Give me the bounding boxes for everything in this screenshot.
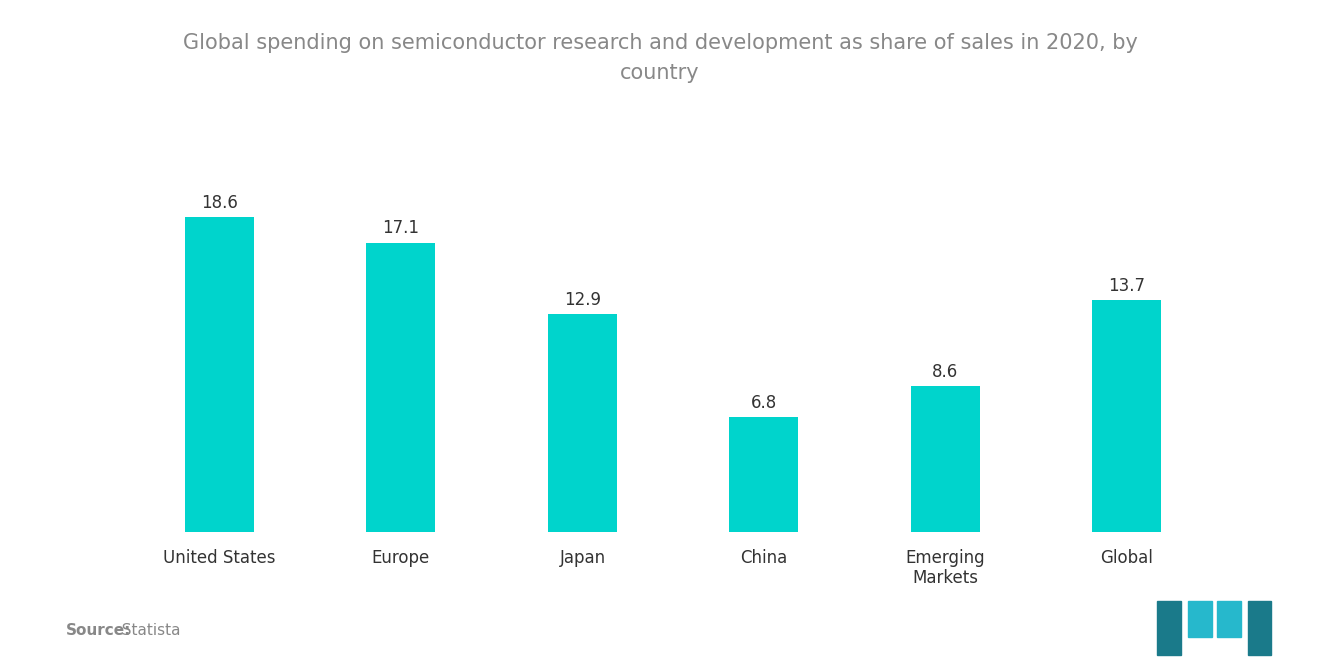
Text: 6.8: 6.8 (751, 394, 777, 412)
Bar (367, 243, 436, 532)
Text: 13.7: 13.7 (1109, 277, 1146, 295)
Text: 12.9: 12.9 (564, 291, 601, 309)
Polygon shape (1188, 601, 1212, 637)
Bar (185, 217, 253, 532)
Polygon shape (1158, 601, 1181, 656)
Text: 17.1: 17.1 (383, 219, 420, 237)
Text: 8.6: 8.6 (932, 363, 958, 381)
Bar (548, 314, 616, 532)
Text: 18.6: 18.6 (201, 194, 238, 212)
Text: Global spending on semiconductor research and development as share of sales in 2: Global spending on semiconductor researc… (182, 33, 1138, 83)
Bar (730, 417, 799, 532)
Bar (1093, 300, 1162, 532)
Text: Source:: Source: (66, 623, 132, 638)
Text: Statista: Statista (112, 623, 181, 638)
Polygon shape (1247, 601, 1271, 656)
Bar (911, 386, 979, 532)
Polygon shape (1217, 601, 1241, 637)
